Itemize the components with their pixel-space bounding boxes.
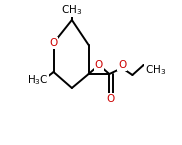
Text: O: O: [50, 38, 58, 48]
Text: CH$_3$: CH$_3$: [61, 3, 82, 17]
Text: H$_3$C: H$_3$C: [27, 73, 48, 87]
Text: O: O: [107, 94, 115, 104]
Text: O: O: [118, 60, 126, 70]
Text: O: O: [95, 60, 103, 70]
Text: CH$_3$: CH$_3$: [145, 63, 166, 77]
